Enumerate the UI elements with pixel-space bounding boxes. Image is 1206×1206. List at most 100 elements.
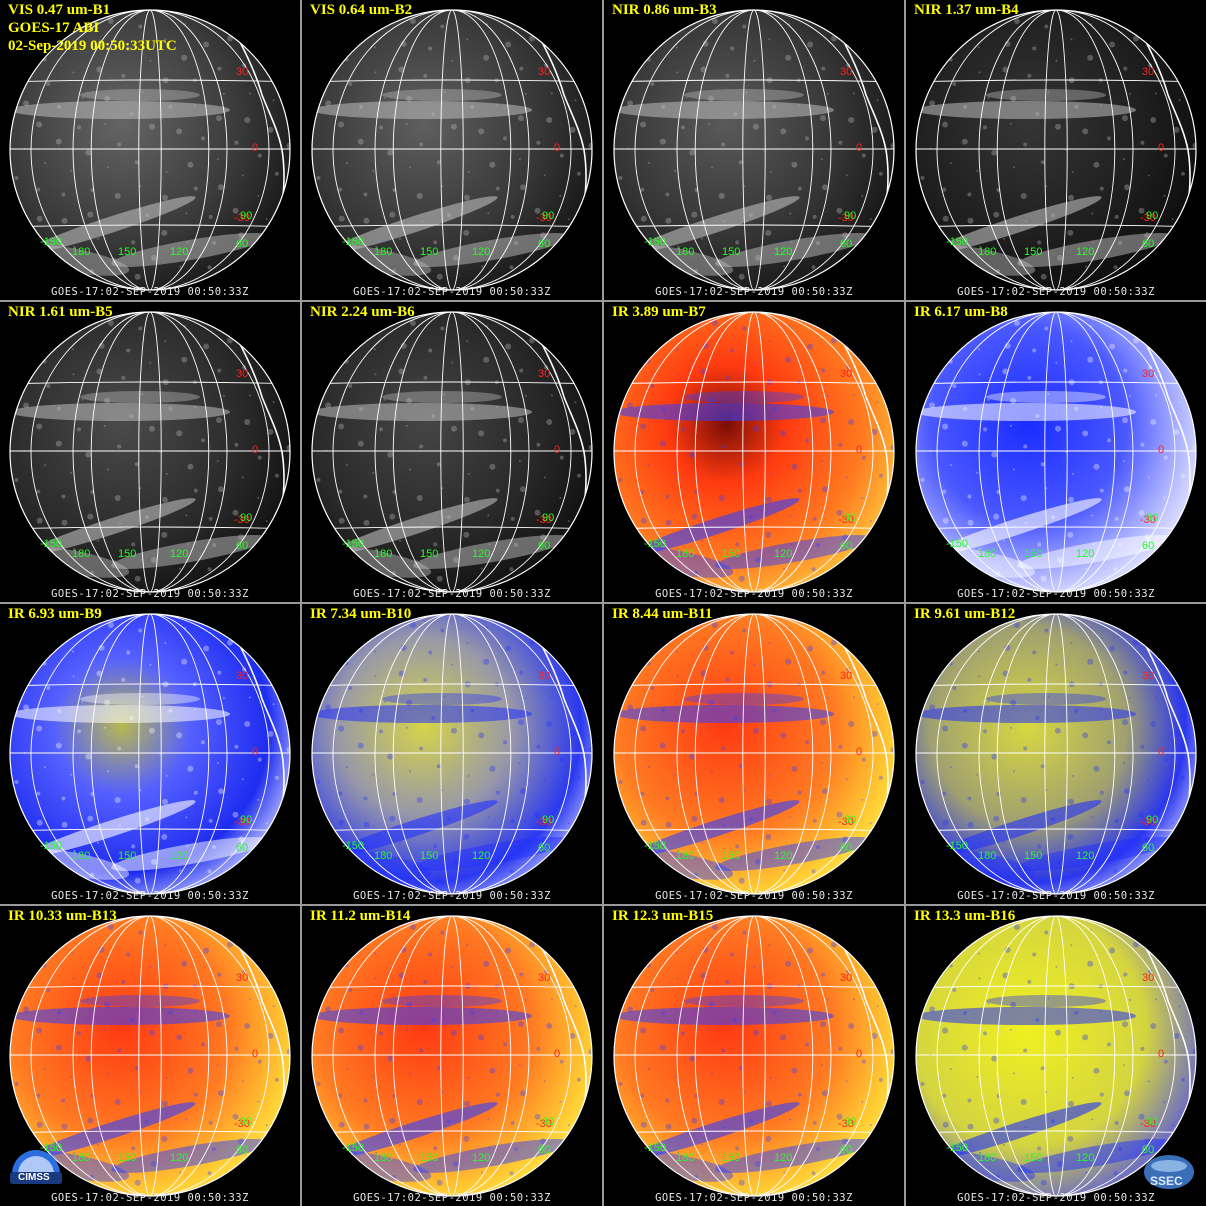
cloud-speck bbox=[559, 1100, 562, 1103]
cloud-speck bbox=[77, 729, 81, 734]
cloud-speck bbox=[374, 675, 377, 678]
longitude-line bbox=[374, 312, 530, 592]
cloud-speck bbox=[861, 798, 864, 801]
cloud-speck bbox=[978, 348, 980, 351]
band-title: IR 12.3 um-B15 bbox=[612, 908, 714, 924]
latitude-label: 30 bbox=[236, 66, 249, 78]
cloud-speck bbox=[721, 444, 726, 449]
cloud-speck bbox=[550, 696, 553, 699]
cloud-speck bbox=[711, 770, 713, 773]
cloud-speck bbox=[1085, 265, 1088, 268]
cloud-speck bbox=[1010, 1001, 1017, 1008]
earth-disk-image bbox=[9, 613, 291, 895]
latitude-line bbox=[312, 985, 592, 989]
cloud-speck bbox=[138, 628, 143, 633]
longitude-label: 180 bbox=[72, 1152, 91, 1164]
cloud-speck bbox=[1044, 628, 1049, 633]
cloud-speck bbox=[451, 965, 454, 968]
cloud-speck bbox=[749, 817, 753, 822]
cloud-speck bbox=[674, 773, 677, 776]
latitude-label: -30 bbox=[838, 816, 854, 828]
cloud-speck bbox=[1144, 1138, 1151, 1145]
cloud-speck bbox=[161, 229, 168, 236]
cloud-speck bbox=[518, 1021, 524, 1028]
cloud-speck bbox=[1040, 764, 1045, 769]
timestamp-caption: GOES-17:02-SEP-2019 00:50:33Z bbox=[957, 1192, 1155, 1204]
cloud-speck bbox=[1171, 822, 1174, 825]
cloud-speck bbox=[375, 849, 378, 852]
cloud-speck bbox=[87, 815, 94, 822]
cloud-speck bbox=[640, 1121, 647, 1128]
cloud-speck bbox=[1133, 35, 1139, 42]
latitude-label: 30 bbox=[840, 972, 853, 984]
cloud-speck bbox=[43, 766, 46, 769]
cloud-speck bbox=[1071, 472, 1074, 475]
cloud-speck bbox=[185, 212, 188, 215]
cloud-speck bbox=[845, 174, 848, 177]
longitude-label: 120 bbox=[1076, 246, 1095, 258]
latitude-label: -30 bbox=[536, 816, 552, 828]
cloud-speck bbox=[431, 716, 436, 721]
latitude-label: 30 bbox=[236, 670, 249, 682]
longitude-label: 90 bbox=[1146, 210, 1159, 222]
cloud-speck bbox=[77, 125, 81, 130]
cloud-speck bbox=[241, 1080, 244, 1083]
cloud-speck bbox=[409, 1072, 411, 1075]
cloud-speck bbox=[780, 430, 787, 437]
cloud-speck bbox=[357, 138, 364, 145]
cloud-speck bbox=[738, 764, 743, 769]
cloud-speck bbox=[357, 440, 364, 447]
longitude-line bbox=[72, 916, 228, 1196]
cloud-speck bbox=[359, 104, 364, 109]
cloud-speck bbox=[451, 1029, 457, 1036]
cloud-speck bbox=[139, 487, 142, 490]
cloud-speck bbox=[443, 695, 446, 698]
cloud-speck bbox=[36, 1121, 43, 1128]
latitude-label: 30 bbox=[1142, 66, 1155, 78]
cloud-speck bbox=[400, 342, 407, 349]
earth-disk-image bbox=[915, 613, 1197, 895]
latitude-label: 30 bbox=[538, 66, 551, 78]
cloud-speck bbox=[348, 82, 353, 86]
cloud-speck bbox=[942, 215, 949, 222]
cloud-speck bbox=[453, 1160, 459, 1167]
cloud-speck bbox=[359, 708, 364, 713]
cloud-speck bbox=[107, 1072, 109, 1075]
cloud-speck bbox=[1045, 185, 1048, 188]
cloud-speck bbox=[1055, 59, 1058, 62]
cloud-speck bbox=[72, 348, 74, 351]
cloud-speck bbox=[216, 1064, 219, 1067]
ssec-logo-label: SSEC bbox=[1150, 1174, 1183, 1188]
cloud-speck bbox=[820, 719, 826, 726]
cloud-speck bbox=[838, 140, 843, 145]
latitude-line bbox=[10, 381, 290, 385]
cloud-speck bbox=[1037, 1146, 1042, 1151]
latitude-line bbox=[614, 683, 894, 687]
cloud-speck bbox=[978, 650, 980, 653]
cloud-speck bbox=[1100, 708, 1102, 711]
cloud-speck bbox=[869, 1124, 872, 1127]
cloud-speck bbox=[1068, 798, 1074, 805]
cloud-speck bbox=[838, 1046, 843, 1051]
cloud-speck bbox=[1051, 1119, 1055, 1124]
cloud-speck bbox=[783, 869, 786, 872]
cloud-speck bbox=[745, 91, 748, 94]
cloud-speck bbox=[1114, 818, 1119, 823]
earth-limb bbox=[9, 915, 291, 1197]
longitude-label: 180 bbox=[72, 246, 91, 258]
cloud-band bbox=[614, 403, 834, 421]
cloud-speck bbox=[87, 211, 94, 218]
cloud-speck bbox=[1138, 207, 1145, 214]
cloud-speck bbox=[821, 368, 826, 373]
cloud-speck bbox=[216, 460, 219, 463]
cloud-speck bbox=[842, 1138, 849, 1145]
longitude-line bbox=[332, 916, 572, 1196]
band-title: NIR 0.86 um-B3 bbox=[612, 2, 717, 18]
longitude-label: 120 bbox=[472, 850, 491, 862]
cloud-speck bbox=[798, 104, 800, 107]
cloud-speck bbox=[1180, 775, 1185, 780]
cloud-speck bbox=[436, 764, 441, 769]
satellite-panel: 30 0 -30 -150 180 150 120 60 90 IR 11.2 um-B14 GOE… bbox=[301, 905, 603, 1206]
cloud-speck bbox=[942, 187, 947, 192]
cloud-speck bbox=[1085, 869, 1088, 872]
